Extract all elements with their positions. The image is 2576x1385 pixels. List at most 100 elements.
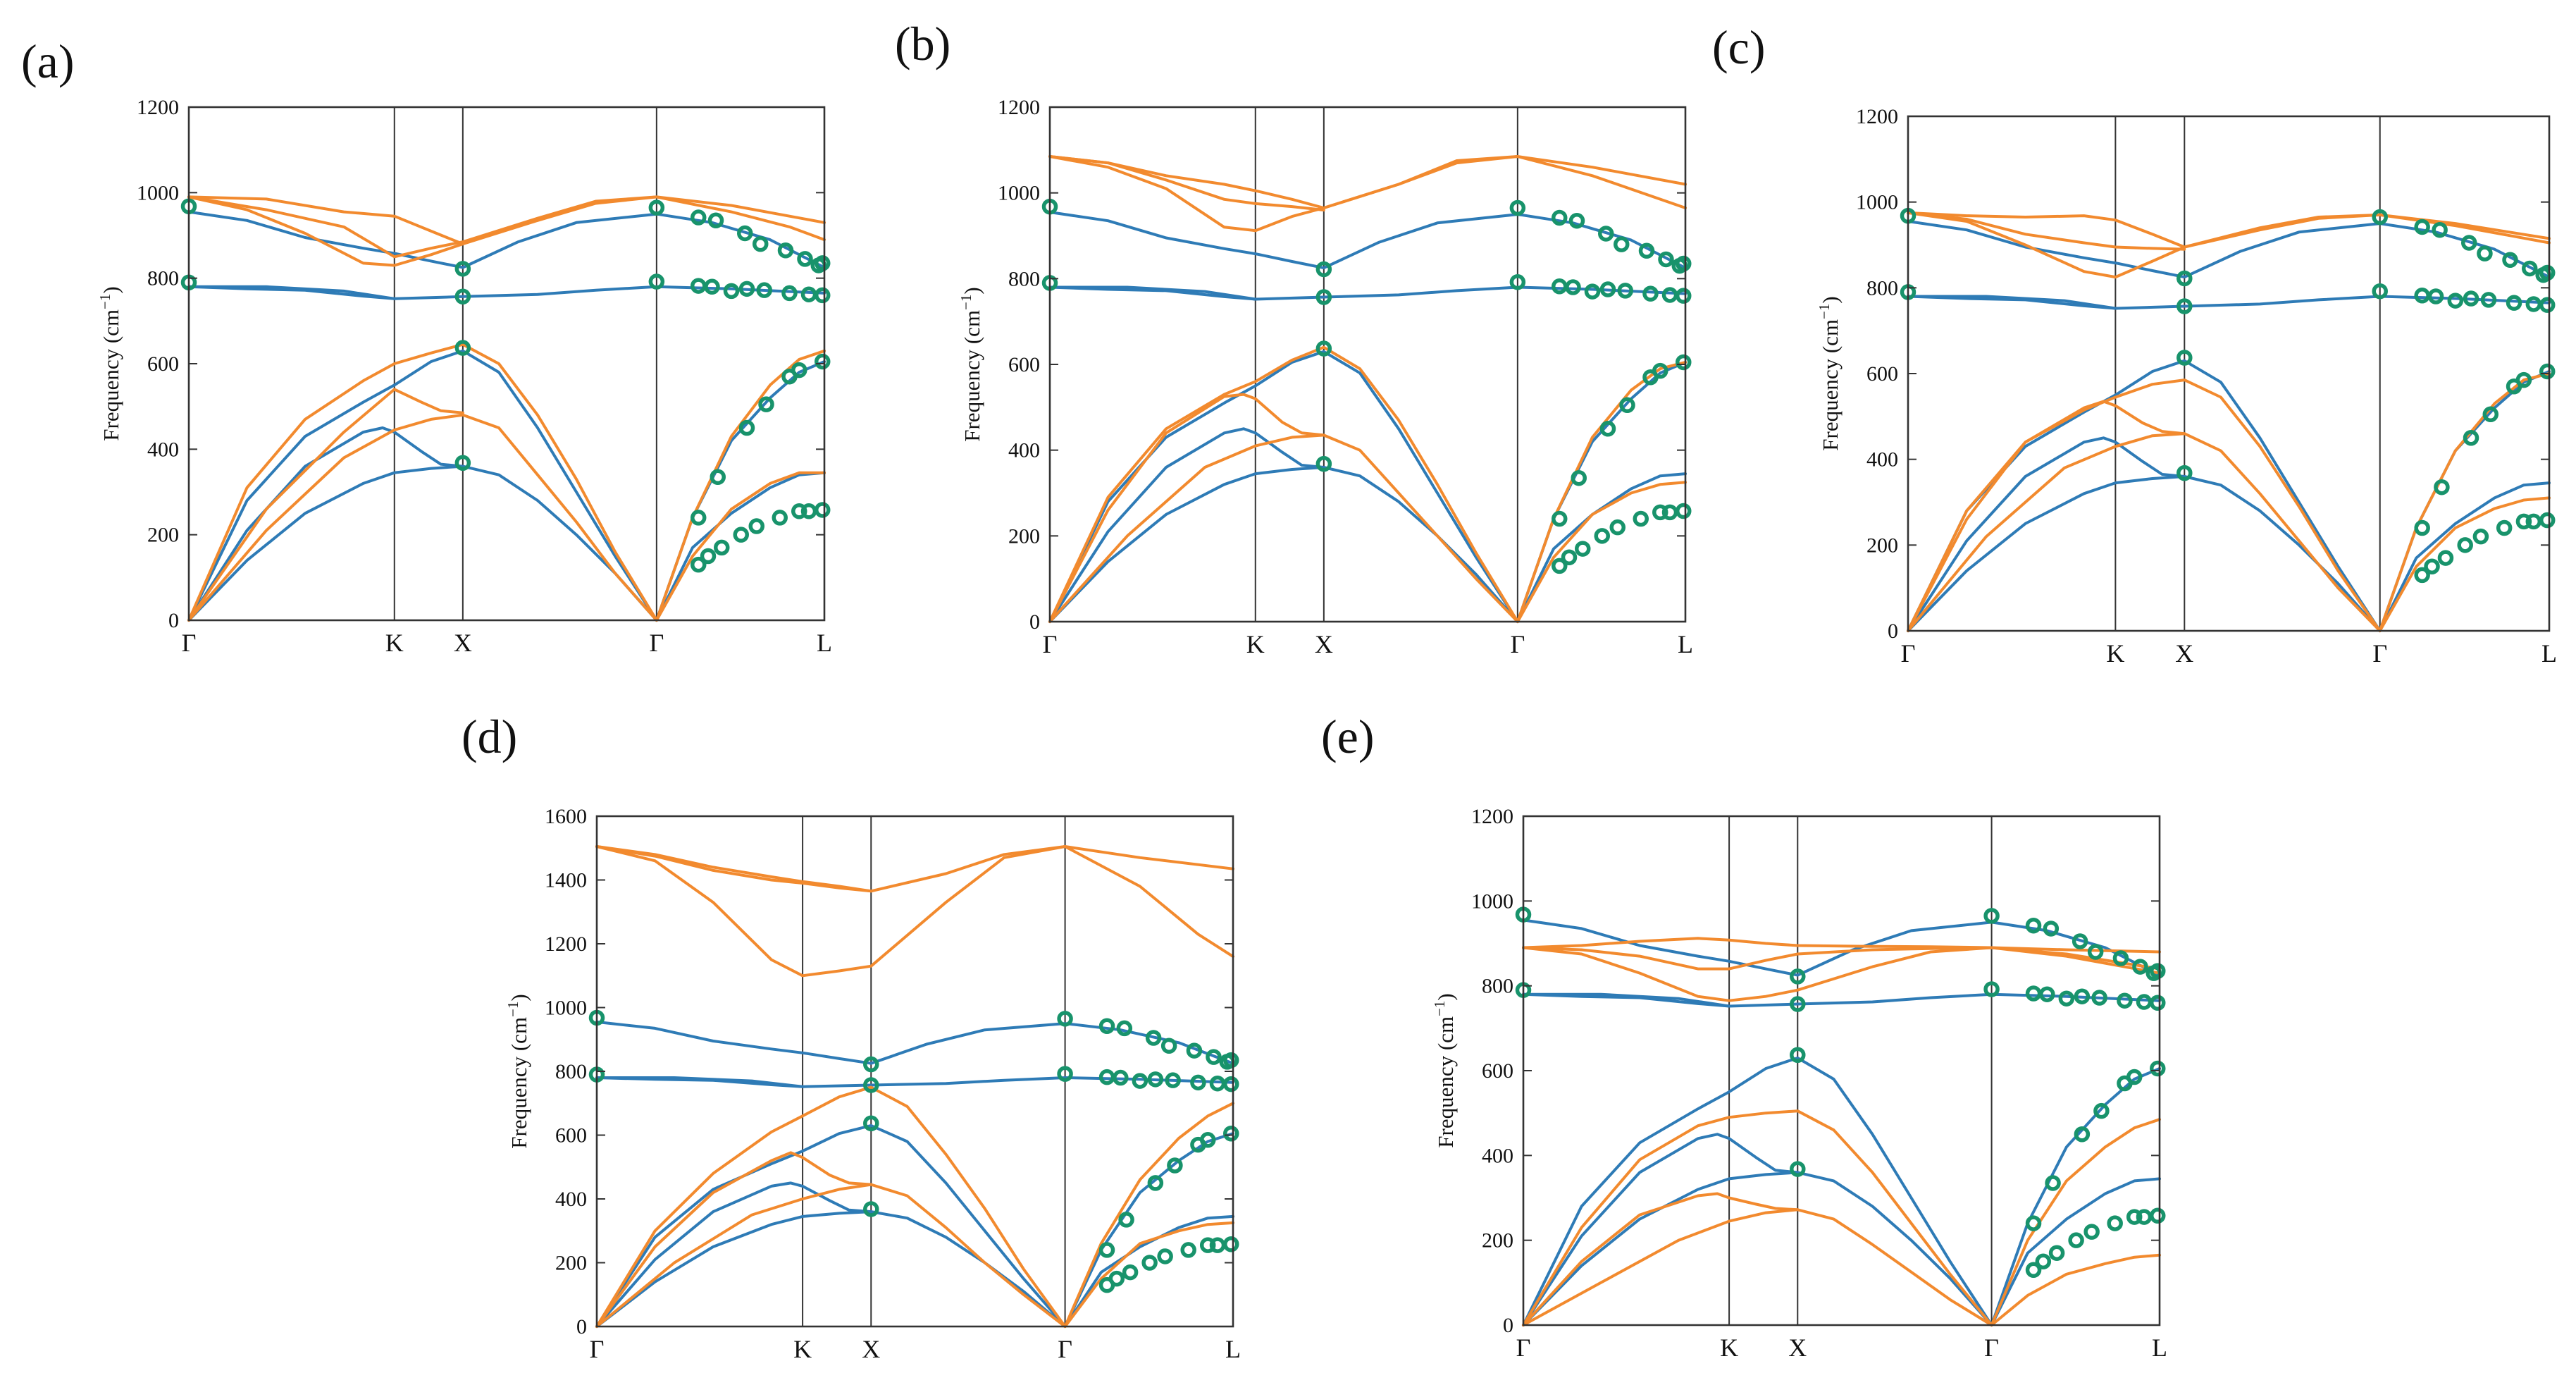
series-reference-branch: [1907, 436, 2186, 632]
experiment-point: [2149, 963, 2166, 979]
experiment-point: [1658, 251, 1674, 268]
experiment-point: [1147, 1175, 1164, 1191]
panel-a: (a) 0 200 400 600 800 1000 1200 Γ K X Γ L Frequency (…: [21, 35, 832, 657]
panel-d: (d) 0 200 400 600 800 1000 1200 1400 1600 Γ K X Γ L Fre…: [462, 710, 1241, 1363]
experiment-point: [1209, 1075, 1226, 1092]
experiment-point: [733, 527, 749, 543]
y-axis-label-text: Frequency (cm: [960, 310, 984, 442]
y-axis-label-text: Frequency (cm: [99, 309, 123, 441]
experiment-point: [2502, 252, 2518, 269]
series-model-branch: [1048, 433, 1519, 623]
y-tick-label: 200: [1482, 1229, 1513, 1252]
y-tick-label: 600: [147, 352, 179, 376]
experiment-point: [1652, 504, 1668, 521]
experiment-point: [2515, 371, 2532, 388]
experiment-point: [2525, 513, 2542, 530]
experiment-point: [1132, 1073, 1148, 1089]
y-axis-label: Frequency (cm−1): [1816, 296, 1843, 450]
experiment-point: [1209, 1237, 1226, 1253]
y-axis-label-sup: −1: [1431, 1001, 1448, 1016]
experiment-point: [2539, 512, 2556, 529]
experiment-point: [2091, 990, 2107, 1006]
y-tick-label: 0: [1888, 620, 1898, 643]
series-model-branch: [595, 845, 1234, 978]
experiment-point: [1552, 278, 1568, 295]
experiment-point: [2447, 293, 2464, 309]
panel-label: (e): [1321, 710, 1374, 763]
series-model-branch: [187, 343, 658, 622]
experiment-point: [1594, 528, 1610, 544]
experiment-point: [1057, 1011, 1073, 1027]
series-reference-branch: [595, 1124, 1067, 1328]
series-reference-branch: [1516, 361, 1687, 623]
experiment-point: [2058, 990, 2075, 1007]
experiment-point: [648, 199, 665, 216]
experiment-point: [756, 282, 772, 298]
series-model-branch: [1522, 946, 2161, 975]
series-model-branch: [1990, 1253, 2161, 1326]
x-tick-label: Γ: [1058, 1335, 1072, 1363]
series-reference-branch: [1990, 1067, 2161, 1326]
experiment-point: [1315, 289, 1332, 305]
y-tick-label: 0: [1503, 1314, 1513, 1337]
experiment-point: [2025, 985, 2042, 1002]
y-axis-label: Frequency (cm−1): [1431, 993, 1458, 1147]
series-reference-branch: [1522, 1133, 1800, 1326]
y-tick-label: 200: [147, 524, 179, 547]
series-reference-branch: [595, 1076, 805, 1088]
experiment-point: [1609, 519, 1626, 536]
series-model-branch: [187, 413, 658, 622]
y-tick-label: 1000: [137, 181, 179, 204]
experiment-point: [2025, 1215, 2042, 1231]
experiment-point: [2414, 218, 2430, 235]
x-tick-label: Γ: [1043, 630, 1058, 658]
experiment-point: [2522, 260, 2538, 277]
experiment-point: [1222, 1076, 1239, 1092]
experiment-point: [2372, 283, 2388, 300]
y-tick-label: 1200: [1471, 805, 1513, 828]
experiment-point: [1619, 397, 1635, 414]
series-reference-branch: [187, 464, 658, 622]
experiment-point: [2083, 1224, 2100, 1240]
experiment-point: [2149, 995, 2166, 1011]
experiment-point: [2477, 245, 2493, 261]
experiment-point: [2126, 1209, 2143, 1225]
series-reference-branch: [1522, 992, 1731, 1008]
experiment-point: [700, 548, 717, 565]
experiment-point: [2414, 519, 2430, 536]
experiment-point: [704, 278, 720, 295]
experiment-point: [815, 287, 831, 304]
series-reference-branch: [187, 349, 658, 622]
panel-b: (b) 0 200 400 600 800 1000 1200 Γ K X Γ L Frequency (…: [895, 17, 1693, 658]
experiment-point: [748, 518, 764, 534]
experiment-point: [1199, 1132, 1216, 1148]
experiment-point: [2539, 363, 2556, 380]
experiment-point: [1552, 558, 1568, 574]
experiment-point: [1315, 455, 1332, 472]
series-model-branch: [1048, 345, 1519, 623]
series-model-branch: [1522, 1192, 1800, 1326]
experiment-point: [753, 235, 769, 252]
y-tick-label: 0: [576, 1315, 587, 1338]
experiment-point: [2074, 988, 2091, 1004]
experiment-point: [1122, 1264, 1139, 1281]
experiment-point: [1584, 283, 1601, 300]
series-model-branch: [1516, 361, 1687, 623]
experiment-point: [2525, 296, 2542, 312]
experiment-point: [2072, 933, 2088, 949]
experiment-point: [454, 340, 471, 356]
series-model-branch: [1907, 378, 2382, 632]
experiment-point: [2136, 994, 2153, 1010]
series-reference-branch: [595, 1020, 1234, 1065]
x-tick-label: L: [2541, 639, 2557, 667]
experiment-point: [1098, 1069, 1115, 1085]
series-model-branch: [187, 195, 464, 246]
experiment-point: [1790, 968, 1806, 985]
experiment-point: [2107, 1215, 2123, 1231]
y-tick-label: 1000: [1856, 191, 1898, 214]
experiment-point: [2176, 298, 2193, 314]
series-reference-branch: [1522, 1057, 1993, 1326]
y-tick-label: 200: [1866, 534, 1898, 557]
experiment-point: [691, 209, 707, 226]
experiment-point: [1315, 261, 1332, 278]
